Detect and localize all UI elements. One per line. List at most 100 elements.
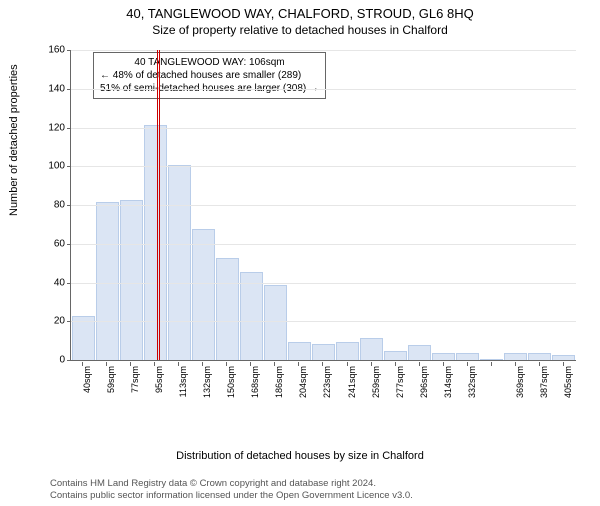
x-tick: 40sqm xyxy=(70,362,94,412)
y-tick-mark xyxy=(67,321,71,322)
x-tick: 277sqm xyxy=(383,362,407,412)
y-tick-mark xyxy=(67,244,71,245)
gridline xyxy=(71,128,576,129)
bar xyxy=(384,351,407,360)
x-tick: 168sqm xyxy=(238,362,262,412)
x-tick-label: 387sqm xyxy=(539,366,549,398)
plot-area: 40 TANGLEWOOD WAY: 106sqm ← 48% of detac… xyxy=(70,50,576,361)
y-tick-label: 120 xyxy=(48,122,65,133)
bar xyxy=(168,165,191,360)
bar xyxy=(336,342,359,360)
x-tick: 204sqm xyxy=(286,362,310,412)
gridline xyxy=(71,89,576,90)
bar xyxy=(72,316,95,360)
bar xyxy=(288,342,311,360)
x-tick: 369sqm xyxy=(503,362,527,412)
x-tick: 387sqm xyxy=(527,362,551,412)
x-tick: 296sqm xyxy=(407,362,431,412)
x-axis-caption: Distribution of detached houses by size … xyxy=(0,450,600,462)
bar xyxy=(480,359,503,360)
annotation-line-1: 40 TANGLEWOOD WAY: 106sqm xyxy=(100,56,319,69)
x-tick-label: 241sqm xyxy=(347,366,357,398)
y-tick-mark xyxy=(67,283,71,284)
bar xyxy=(96,202,119,360)
y-tick-label: 20 xyxy=(54,316,65,327)
y-tick-mark xyxy=(67,89,71,90)
x-tick-label: 332sqm xyxy=(467,366,477,398)
annotation-box: 40 TANGLEWOOD WAY: 106sqm ← 48% of detac… xyxy=(93,52,326,99)
y-tick-label: 0 xyxy=(59,355,65,366)
x-tick: 150sqm xyxy=(214,362,238,412)
bar xyxy=(528,353,551,360)
x-tick: 186sqm xyxy=(262,362,286,412)
x-tick-label: 369sqm xyxy=(515,366,525,398)
y-tick-label: 40 xyxy=(54,277,65,288)
title-sub: Size of property relative to detached ho… xyxy=(0,23,600,37)
x-tick-label: 259sqm xyxy=(371,366,381,398)
title-main: 40, TANGLEWOOD WAY, CHALFORD, STROUD, GL… xyxy=(0,6,600,21)
x-tick-label: 204sqm xyxy=(298,366,308,398)
y-tick-label: 80 xyxy=(54,200,65,211)
marker-line xyxy=(157,50,158,360)
x-tick-label: 59sqm xyxy=(106,366,116,393)
gridline xyxy=(71,166,576,167)
bar xyxy=(144,125,167,360)
x-tick: 405sqm xyxy=(551,362,575,412)
bar xyxy=(240,272,263,360)
marker-line xyxy=(159,50,160,360)
x-tick: 259sqm xyxy=(359,362,383,412)
x-tick-label: 168sqm xyxy=(250,366,260,398)
y-tick-label: 100 xyxy=(48,161,65,172)
x-tick-label: 95sqm xyxy=(154,366,164,393)
x-tick: 59sqm xyxy=(94,362,118,412)
y-tick-mark xyxy=(67,205,71,206)
x-tick-label: 223sqm xyxy=(322,366,332,398)
x-tick-label: 113sqm xyxy=(178,366,188,397)
bar xyxy=(432,353,455,360)
gridline xyxy=(71,205,576,206)
bar xyxy=(456,353,479,360)
y-tick-mark xyxy=(67,128,71,129)
footnote-line-1: Contains HM Land Registry data © Crown c… xyxy=(50,478,413,490)
x-tick-label: 40sqm xyxy=(82,366,92,393)
gridline xyxy=(71,50,576,51)
x-tick-mark xyxy=(491,362,492,366)
bar xyxy=(552,355,575,360)
y-tick-mark xyxy=(67,360,71,361)
x-tick: 241sqm xyxy=(335,362,359,412)
gridline xyxy=(71,321,576,322)
bar xyxy=(216,258,239,360)
footnote: Contains HM Land Registry data © Crown c… xyxy=(50,478,413,502)
x-tick-label: 405sqm xyxy=(563,366,573,398)
footnote-line-2: Contains public sector information licen… xyxy=(50,490,413,502)
x-tick-label: 186sqm xyxy=(274,366,284,398)
bar xyxy=(120,200,143,360)
bar xyxy=(264,285,287,360)
x-tick: 314sqm xyxy=(431,362,455,412)
x-tick-label: 77sqm xyxy=(130,366,140,393)
bar xyxy=(504,353,527,360)
gridline xyxy=(71,244,576,245)
bar xyxy=(408,345,431,360)
y-axis-label: Number of detached properties xyxy=(8,64,20,216)
x-tick-label: 150sqm xyxy=(226,366,236,398)
x-tick-label: 132sqm xyxy=(202,366,212,398)
y-tick-label: 160 xyxy=(48,45,65,56)
y-tick-label: 60 xyxy=(54,238,65,249)
x-tick: 132sqm xyxy=(190,362,214,412)
y-tick-mark xyxy=(67,50,71,51)
x-tick-label: 277sqm xyxy=(395,366,405,398)
x-tick: 77sqm xyxy=(118,362,142,412)
bar xyxy=(360,338,383,360)
bar xyxy=(312,344,335,361)
chart-container: 40 TANGLEWOOD WAY: 106sqm ← 48% of detac… xyxy=(50,48,580,418)
x-ticks: 40sqm 59sqm 77sqm 95sqm 113sqm 132sqm 150sqm 16… xyxy=(70,362,575,412)
x-tick-label: 314sqm xyxy=(443,366,453,398)
x-tick xyxy=(479,362,503,412)
y-tick-mark xyxy=(67,166,71,167)
x-tick-label: 296sqm xyxy=(419,366,429,398)
x-tick: 223sqm xyxy=(310,362,334,412)
x-tick: 95sqm xyxy=(142,362,166,412)
x-tick: 113sqm xyxy=(166,362,190,412)
x-tick: 332sqm xyxy=(455,362,479,412)
